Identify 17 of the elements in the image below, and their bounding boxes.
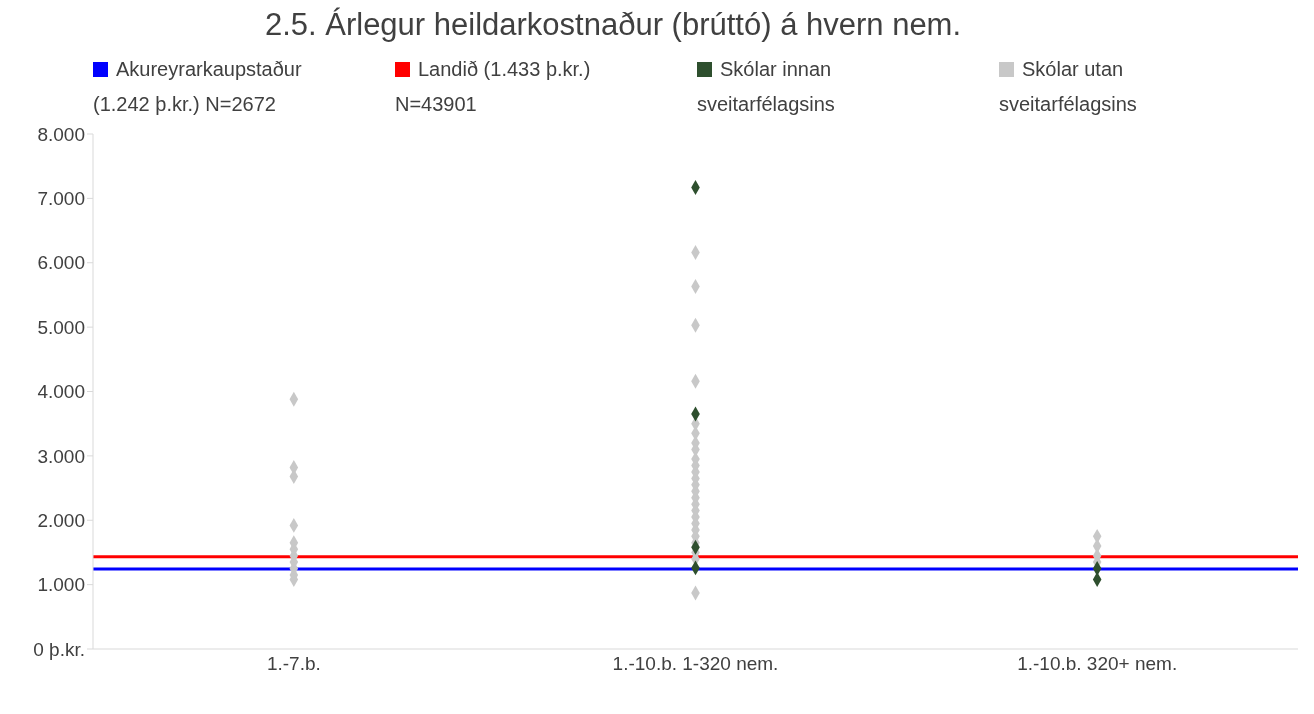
chart-title: 2.5. Árlegur heildarkostnaður (brúttó) á hvern nem. <box>263 6 963 44</box>
y-tick-label: 0 þ.kr. <box>33 638 85 660</box>
legend-label: Landið (1.433 þ.kr.) N=43901 <box>395 57 592 117</box>
x-tick-label: 1.-7.b. <box>266 653 321 675</box>
y-tick-label: 6.000 <box>37 252 85 274</box>
y-tick-label: 7.000 <box>37 188 85 210</box>
y-tick-label: 1.000 <box>37 574 85 596</box>
x-tick-label: 1.-10.b. 1-320 nem. <box>612 653 779 675</box>
y-tick-label: 8.000 <box>37 123 85 145</box>
legend-label: Akureyrarkaupstaður (1.242 þ.kr.) N=2672 <box>93 57 303 117</box>
legend-label: Skólar innan sveitarfélagsins <box>697 57 836 117</box>
x-tick-label: 1.-10.b. 320+ nem. <box>1017 653 1178 675</box>
y-tick-label: 4.000 <box>37 381 85 403</box>
legend-label: Skólar utan sveitarfélagsins <box>999 57 1138 117</box>
y-tick-label: 5.000 <box>37 316 85 338</box>
y-tick-label: 3.000 <box>37 445 85 467</box>
y-tick-label: 2.000 <box>37 509 85 531</box>
